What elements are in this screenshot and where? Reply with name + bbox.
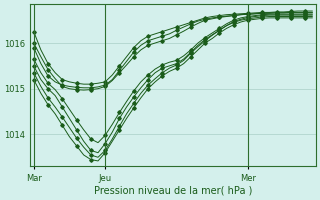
X-axis label: Pression niveau de la mer( hPa ): Pression niveau de la mer( hPa ) — [94, 186, 252, 196]
